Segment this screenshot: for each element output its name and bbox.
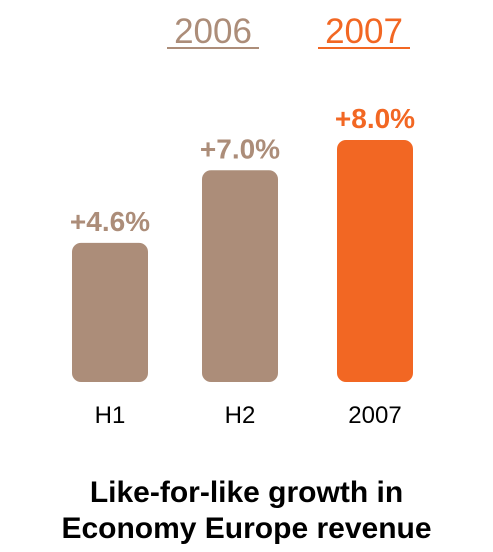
bar-H1 [72,242,148,382]
bar-2007 [337,140,413,382]
data-label-2007: +8.0% [335,103,415,134]
chart-title-line-2: Economy Europe revenue [61,512,432,545]
legend: 2006 2007 [167,12,410,51]
bar-H2 [202,170,278,382]
x-tick-label-2007: 2007 [348,402,401,429]
chart-title-line-1: Like-for-like growth in [89,476,404,509]
legend-entry-2007: 2007 [325,12,403,51]
bars [72,140,413,382]
data-label-H2: +7.0% [200,133,280,164]
data-label-H1: +4.6% [70,206,150,237]
data-labels: +4.6% +7.0% +8.0% [70,103,415,237]
x-tick-label-H1: H1 [95,402,126,429]
x-axis-tick-labels: H1 H2 2007 [95,402,402,429]
x-tick-label-H2: H2 [225,402,256,429]
legend-entry-2006: 2006 [174,12,252,51]
